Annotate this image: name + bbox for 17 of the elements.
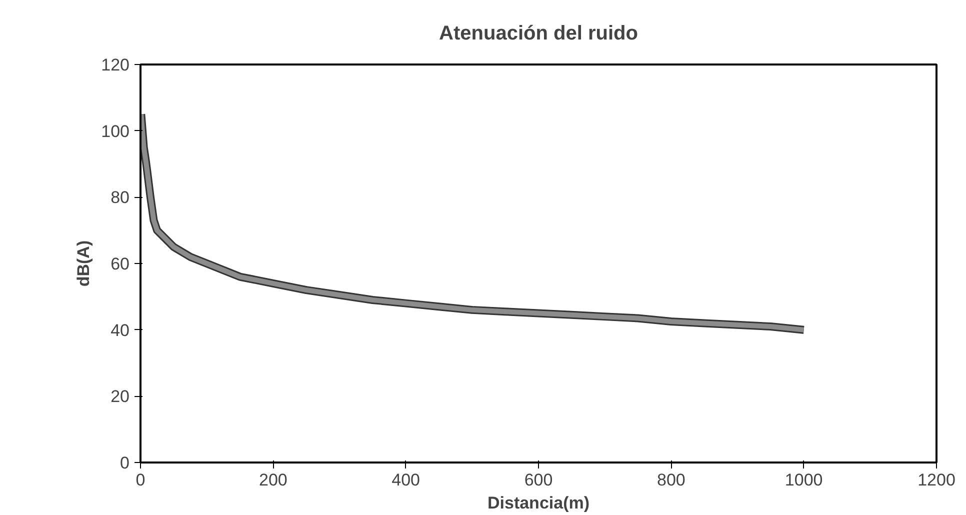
x-tick-label: 200: [258, 470, 288, 490]
y-tick-label: 80: [110, 188, 130, 208]
y-tick-label: 20: [110, 387, 130, 406]
y-tick-label: 40: [110, 320, 130, 340]
x-tick-label: 1000: [784, 470, 823, 490]
y-tick-label: 100: [101, 122, 130, 141]
x-tick-label: 1200: [918, 470, 956, 490]
x-tick-label: 800: [656, 470, 686, 490]
y-tick-label: 60: [110, 254, 130, 274]
x-tick-label: 600: [524, 470, 553, 490]
y-tick-label: 120: [101, 56, 130, 74]
y-axis-title: dB(A): [74, 240, 94, 287]
x-tick-label: 0: [136, 470, 146, 490]
chart-title: Atenuación del ruido: [439, 22, 638, 44]
y-tick-label: 0: [120, 454, 130, 472]
x-tick-label: 400: [392, 470, 420, 490]
x-axis-title: Distancia(m): [487, 494, 590, 512]
